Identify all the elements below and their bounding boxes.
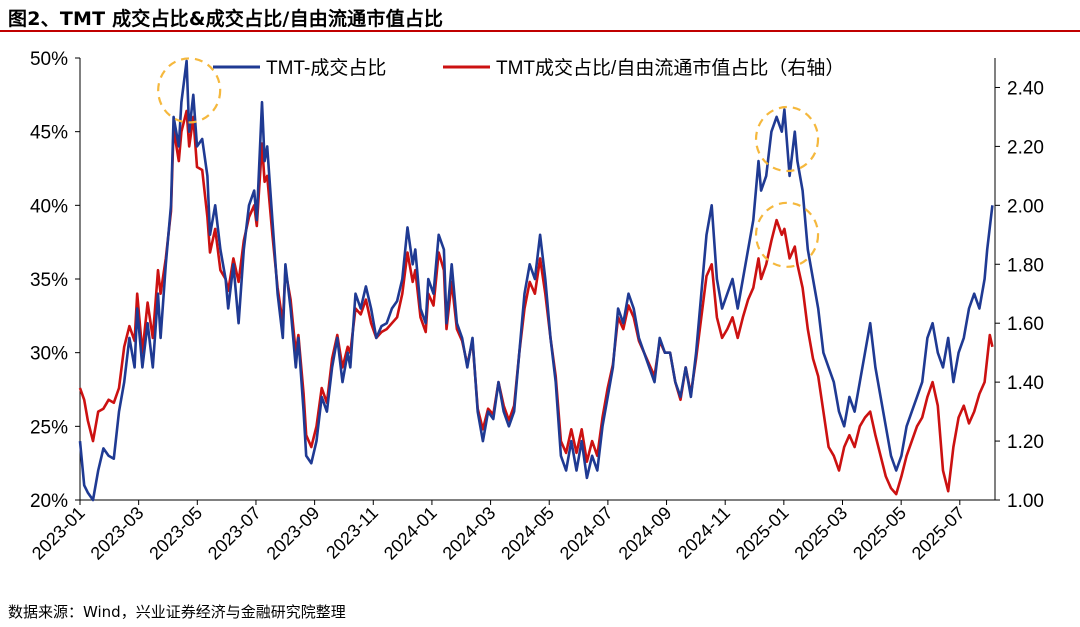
- y-right-tick-label: 1.00: [1007, 491, 1044, 512]
- x-tick-label: 2024-03: [439, 503, 500, 564]
- chart-svg: 20% 25% 30% 35% 40% 45% 50% 1.00 1.20 1.40 1.60 1.8…: [28, 49, 1044, 564]
- highlight-circle-1: [157, 57, 222, 124]
- y-left-tick-label: 40%: [30, 196, 68, 217]
- x-tick-label: 2024-11: [674, 503, 734, 563]
- x-tick-label: 2024-07: [556, 503, 617, 564]
- x-tick-label: 2024-05: [497, 503, 558, 564]
- y-right-tick-label: 1.20: [1007, 432, 1044, 453]
- legend-label-ratio: TMT成交占比/自由流通市值占比（右轴）: [496, 57, 844, 79]
- legend: TMT-成交占比 TMT成交占比/自由流通市值占比（右轴）: [213, 57, 844, 79]
- x-tick-label: 2023-07: [204, 503, 265, 564]
- x-tick-label: 2023-05: [145, 503, 206, 564]
- x-tick-label: 2025-05: [849, 503, 910, 564]
- chart-area: 20% 25% 30% 35% 40% 45% 50% 1.00 1.20 1.40 1.60 1.8…: [0, 34, 1080, 594]
- y-left-tick-label: 25%: [30, 417, 68, 438]
- y-right-tick-label: 2.40: [1007, 78, 1044, 99]
- title-rule: [0, 30, 1080, 32]
- x-tick-label: 2025-01: [732, 503, 793, 564]
- y-left-tick-label: 35%: [30, 270, 68, 291]
- legend-label-tmt-share: TMT-成交占比: [266, 57, 386, 79]
- highlight-circle-2: [754, 105, 820, 173]
- x-tick-label: 2023-11: [322, 503, 382, 563]
- x-tick-label: 2023-03: [87, 503, 148, 564]
- series-group: [78, 59, 994, 502]
- highlight-circle-3: [754, 201, 820, 268]
- y-left-tick-label: 45%: [30, 123, 68, 144]
- y-right-tick-label: 2.00: [1007, 196, 1044, 217]
- y-left-tick-label: 20%: [30, 491, 68, 512]
- source-note: 数据来源：Wind，兴业证券经济与金融研究院整理: [8, 603, 346, 621]
- x-tick-label: 2024-01: [380, 503, 441, 564]
- x-tick-label: 2023-09: [263, 503, 324, 564]
- series-line-tmt-share: [78, 59, 994, 502]
- annotation-group: [157, 57, 820, 268]
- y-left-tick-label: 50%: [30, 49, 68, 70]
- y-right-tick-label: 1.80: [1007, 255, 1044, 276]
- y-right-tick-label: 2.20: [1007, 137, 1044, 158]
- series-line-ratio: [78, 109, 994, 496]
- y-right-tick-label: 1.40: [1007, 373, 1044, 394]
- x-tick-label: 2024-09: [615, 503, 676, 564]
- figure-title: 图2、TMT 成交占比&成交占比/自由流通市值占比: [8, 8, 444, 30]
- y-left-tick-label: 30%: [30, 344, 68, 365]
- x-tick-label: 2025-03: [790, 503, 851, 564]
- x-tick-label: 2025-07: [908, 503, 969, 564]
- y-right-tick-label: 1.60: [1007, 314, 1044, 335]
